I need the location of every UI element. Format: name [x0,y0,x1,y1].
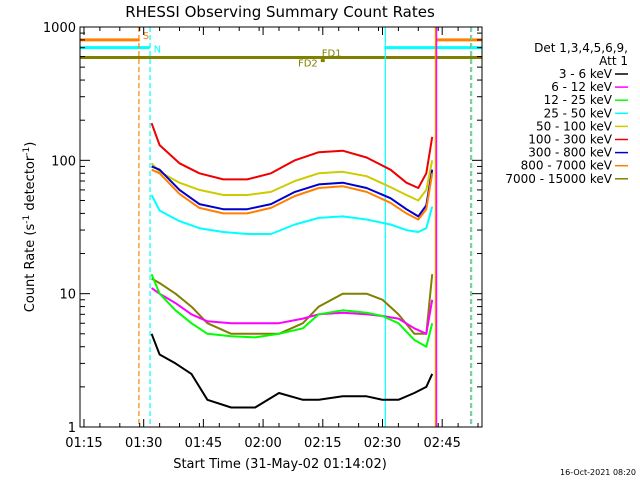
x-axis-label: Start Time (31-May-02 01:14:02) [173,457,387,472]
x-tick-label: 02:30 [364,436,401,451]
series-line [150,194,434,235]
x-tick-label: 02:45 [423,436,460,451]
x-tick-label: 01:45 [185,436,222,451]
x-tick-label: 01:15 [65,436,102,451]
series-line [151,287,434,335]
y-axis-label: Count Rate (s-1 detector-1) [22,142,38,313]
legend-entry-label: 300 - 800 keV [528,146,612,160]
plot-frame [79,26,483,428]
flag-bars: SN FD1 FD2 [80,31,482,70]
chart-title: RHESSI Observing Summary Count Rates [125,3,435,21]
series-line [150,273,434,348]
legend-entry-label: 800 - 7000 keV [521,159,613,173]
series-line [150,122,434,189]
series-line [150,160,434,202]
legend-header-line2: Att 1 [599,54,628,68]
y-tick-label: 100 [51,154,76,169]
y-tick-label: 1 [68,421,76,436]
series-line [150,333,434,409]
y-tick-label: 1000 [43,21,76,36]
y-label-exponent: -1 [22,147,32,156]
series-line [151,165,434,218]
flag-label-fd1: FD1 [322,49,342,60]
legend-entry-label: 50 - 100 keV [536,119,613,133]
legend-entry-label: 12 - 25 keV [544,93,613,107]
legend-entry-label: 7000 - 15000 keV [505,172,612,186]
y-axis-ticks: 1 10 100 1000 [43,21,482,436]
y-label-exponent: -1 [22,215,32,224]
legend-entry-label: 25 - 50 keV [544,106,613,120]
vertical-markers [138,27,473,427]
x-tick-label: 01:30 [125,436,162,451]
y-label-part: ) [23,142,38,147]
flag-label-s: S [143,31,149,42]
y-tick-label: 10 [59,288,76,303]
y-label-part: Count Rate (s [23,224,38,313]
y-label-part: detector [23,155,38,215]
series-line [151,168,434,221]
x-tick-label: 02:15 [304,436,341,451]
timestamp: 16-Oct-2021 08:20 [560,468,636,477]
legend-entry-label: 100 - 300 keV [528,133,612,147]
x-tick-label: 02:00 [244,436,281,451]
flag-label-fd2: FD2 [298,59,318,70]
flag-label-n: N [154,45,161,56]
series-lines [150,122,434,409]
legend-entry-label: 3 - 6 keV [559,67,613,81]
legend-header-line1: Det 1,3,4,5,6,9, [534,41,628,55]
x-axis-ticks: 01:15 01:30 01:45 02:00 02:15 02:30 02:45 [65,27,479,451]
legend-entry-label: 6 - 12 keV [551,80,613,94]
